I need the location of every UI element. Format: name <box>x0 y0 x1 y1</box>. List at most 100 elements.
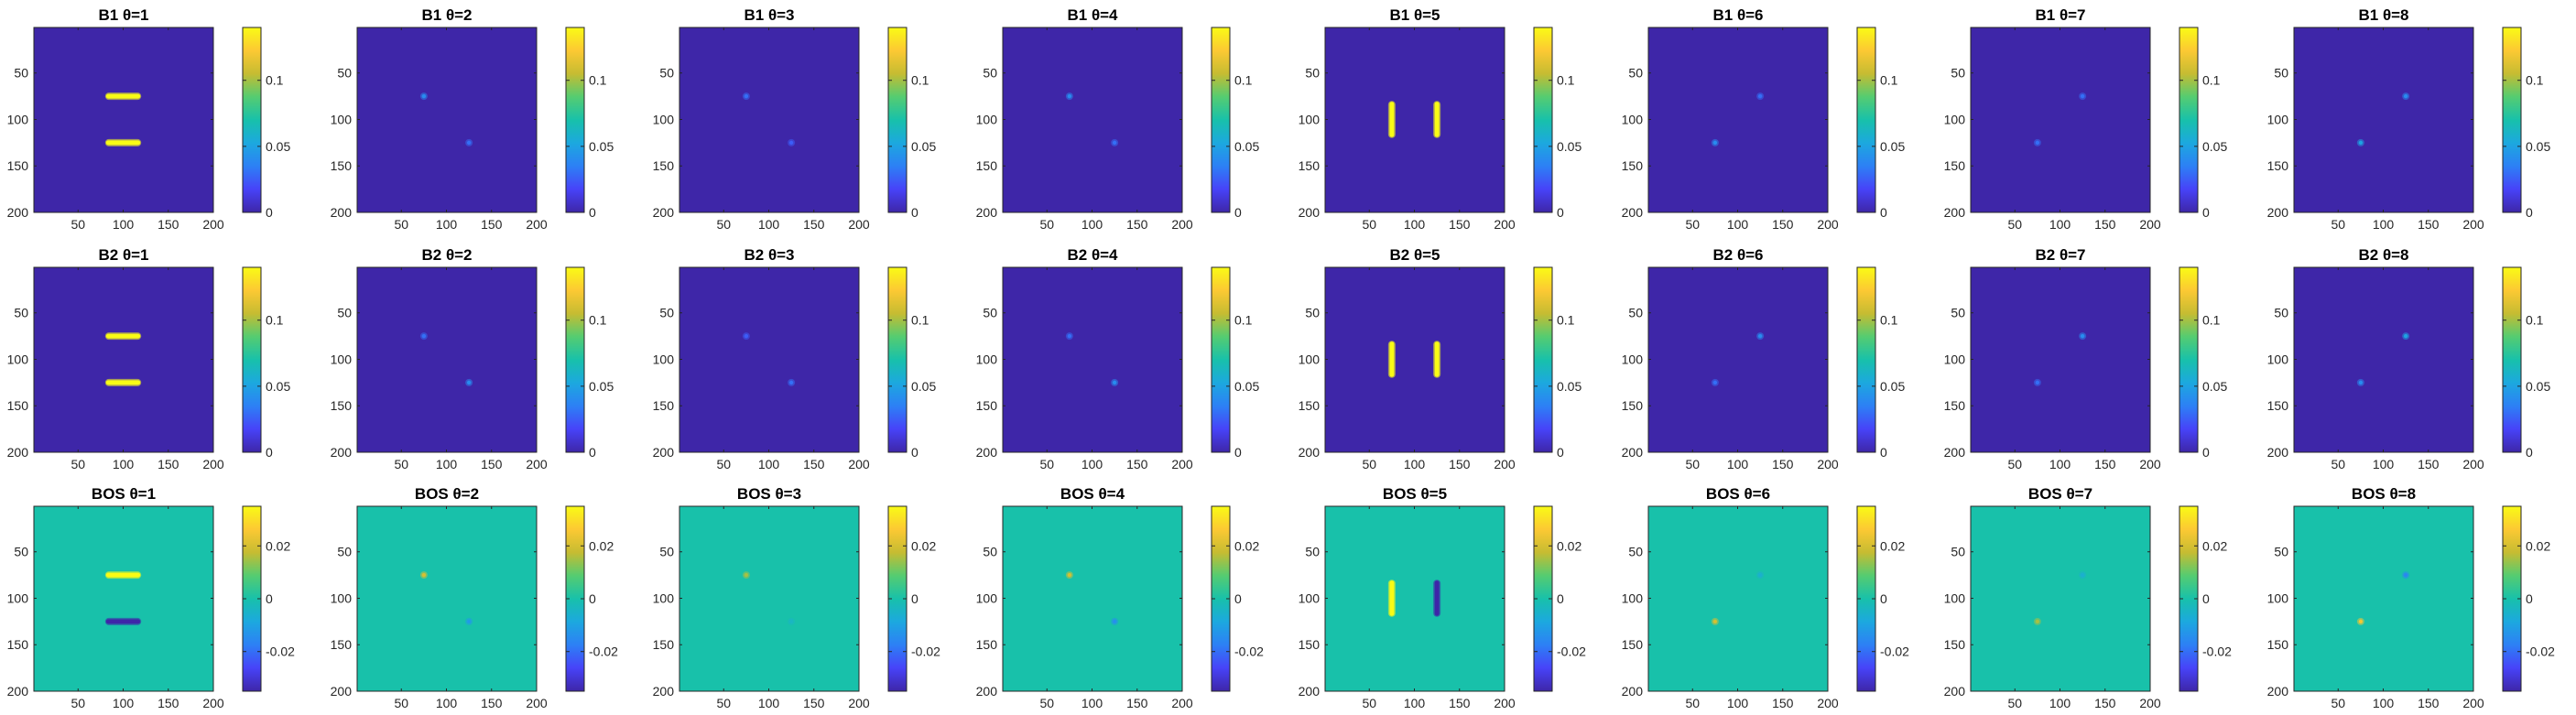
y-tick-label: 200 <box>331 684 353 699</box>
heatmap-spot <box>2358 140 2364 146</box>
panel-b1-6: 50 100 150 200 50 100 150 200 B1 θ=6 0 0.05 0.1 <box>1622 6 1906 232</box>
panel-bos-6: 50 100 150 200 50 100 150 200 BOS θ=6 -0.02 0 0.02 <box>1622 485 1909 710</box>
y-tick-label: 150 <box>653 158 675 173</box>
colorbar-tick-label: 0 <box>2526 591 2533 606</box>
x-tick-label: 50 <box>71 217 85 232</box>
y-tick-label: 200 <box>1944 205 1966 220</box>
y-tick-label: 200 <box>7 205 29 220</box>
x-tick-label: 100 <box>1727 457 1749 471</box>
colorbar: 0 0.05 0.1 <box>565 27 614 220</box>
panel-b1-4: 50 100 150 200 50 100 150 200 B1 θ=4 0 0.05 0.1 <box>976 6 1260 232</box>
colorbar-tick-label: 0 <box>266 205 273 220</box>
colorbar-tick-label: -0.02 <box>266 645 295 659</box>
y-tick-label: 50 <box>659 545 674 559</box>
y-tick-label: 50 <box>1628 306 1643 320</box>
panel-bos-7: 50 100 150 200 50 100 150 200 BOS θ=7 -0.02 0 0.02 <box>1944 485 2232 710</box>
colorbar-tick-label: 0.05 <box>1880 379 1905 394</box>
x-tick-label: 200 <box>2462 457 2484 471</box>
x-tick-label: 50 <box>716 696 731 710</box>
panel-bos-4: 50 100 150 200 50 100 150 200 BOS θ=4 -0.02 0 0.02 <box>976 485 1264 710</box>
colorbar: 0 0.05 0.1 <box>887 266 936 460</box>
panel-title: B2 θ=1 <box>98 246 148 264</box>
x-tick-label: 50 <box>2331 696 2345 710</box>
y-tick-label: 100 <box>331 590 353 605</box>
panel-title: B1 θ=7 <box>2035 6 2085 24</box>
x-tick-label: 100 <box>1081 457 1103 471</box>
y-tick-label: 150 <box>976 398 998 413</box>
panel-title: B2 θ=5 <box>1389 246 1440 264</box>
colorbar: 0 0.05 0.1 <box>2502 266 2550 460</box>
colorbar-gradient <box>1856 27 1876 213</box>
heatmap-bar <box>1434 102 1440 137</box>
colorbar: -0.02 0 0.02 <box>2502 505 2555 692</box>
x-tick-label: 100 <box>113 457 135 471</box>
colorbar-tick-label: 0 <box>1880 445 1887 460</box>
colorbar-tick-label: 0.1 <box>911 313 929 328</box>
colorbar-tick-label: 0.1 <box>1557 313 1575 328</box>
x-tick-label: 200 <box>1494 457 1516 471</box>
heatmap-bar <box>105 93 141 99</box>
x-tick-label: 50 <box>1039 457 1054 471</box>
x-tick-label: 50 <box>1685 696 1700 710</box>
y-tick-label: 50 <box>1951 545 1965 559</box>
x-tick-label: 50 <box>71 457 85 471</box>
y-tick-label: 50 <box>1305 545 1320 559</box>
x-tick-label: 200 <box>2139 696 2161 710</box>
y-tick-label: 50 <box>983 66 997 81</box>
panel-bos-3: 50 100 150 200 50 100 150 200 BOS θ=3 -0.02 0 0.02 <box>653 485 940 710</box>
y-tick-label: 100 <box>1299 352 1321 366</box>
x-tick-label: 200 <box>2139 457 2161 471</box>
x-tick-label: 50 <box>1685 217 1700 232</box>
y-tick-label: 150 <box>2267 158 2289 173</box>
panel-b2-3: 50 100 150 200 50 100 150 200 B2 θ=3 0 0.05 0.1 <box>653 246 937 471</box>
heatmap-spot <box>1712 619 1718 624</box>
heatmap-field <box>34 27 213 212</box>
x-tick-label: 100 <box>758 217 780 232</box>
x-tick-label: 150 <box>2418 217 2440 232</box>
x-tick-label: 200 <box>1494 696 1516 710</box>
y-tick-label: 200 <box>1299 205 1321 220</box>
heatmap-spot <box>2403 93 2408 99</box>
colorbar-gradient <box>565 27 585 213</box>
x-tick-label: 150 <box>1126 217 1148 232</box>
y-tick-label: 100 <box>976 112 998 126</box>
heatmap-field <box>1648 27 1828 212</box>
colorbar: 0 0.05 0.1 <box>1211 266 1259 460</box>
y-tick-label: 200 <box>2267 684 2289 699</box>
x-tick-label: 150 <box>2418 696 2440 710</box>
panel-title: B2 θ=2 <box>421 246 472 264</box>
colorbar-gradient <box>1211 266 1231 453</box>
heatmap-spot <box>421 333 427 339</box>
colorbar-tick-label: 0 <box>589 445 596 460</box>
x-tick-label: 200 <box>1171 217 1193 232</box>
heatmap-spot <box>466 380 472 385</box>
y-tick-label: 50 <box>14 306 28 320</box>
y-tick-label: 200 <box>1622 445 1644 460</box>
x-tick-label: 150 <box>1772 696 1794 710</box>
colorbar-tick-label: 0 <box>2202 591 2210 606</box>
y-tick-label: 50 <box>1628 66 1643 81</box>
heatmap-field <box>1003 506 1182 691</box>
heatmap-field <box>34 267 213 452</box>
colorbar-tick-label: 0.1 <box>589 73 607 88</box>
heatmap-spot <box>744 333 749 339</box>
colorbar-tick-label: 0 <box>1880 591 1887 606</box>
y-tick-label: 200 <box>1299 684 1321 699</box>
y-tick-label: 50 <box>983 306 997 320</box>
heatmap-spot <box>1712 380 1718 385</box>
y-tick-label: 50 <box>659 66 674 81</box>
x-tick-label: 50 <box>394 457 408 471</box>
y-tick-label: 200 <box>7 684 29 699</box>
x-tick-label: 100 <box>1404 696 1426 710</box>
heatmap-spot <box>2035 380 2040 385</box>
heatmap-spot <box>466 619 472 624</box>
colorbar-tick-label: 0.05 <box>589 379 614 394</box>
y-tick-label: 50 <box>14 66 28 81</box>
heatmap-spot <box>788 619 794 624</box>
x-tick-label: 50 <box>2331 457 2345 471</box>
panel-title: B2 θ=7 <box>2035 246 2085 264</box>
x-tick-label: 200 <box>202 457 224 471</box>
x-tick-label: 200 <box>2462 217 2484 232</box>
colorbar: 0 0.05 0.1 <box>887 27 936 220</box>
y-tick-label: 200 <box>1622 205 1644 220</box>
